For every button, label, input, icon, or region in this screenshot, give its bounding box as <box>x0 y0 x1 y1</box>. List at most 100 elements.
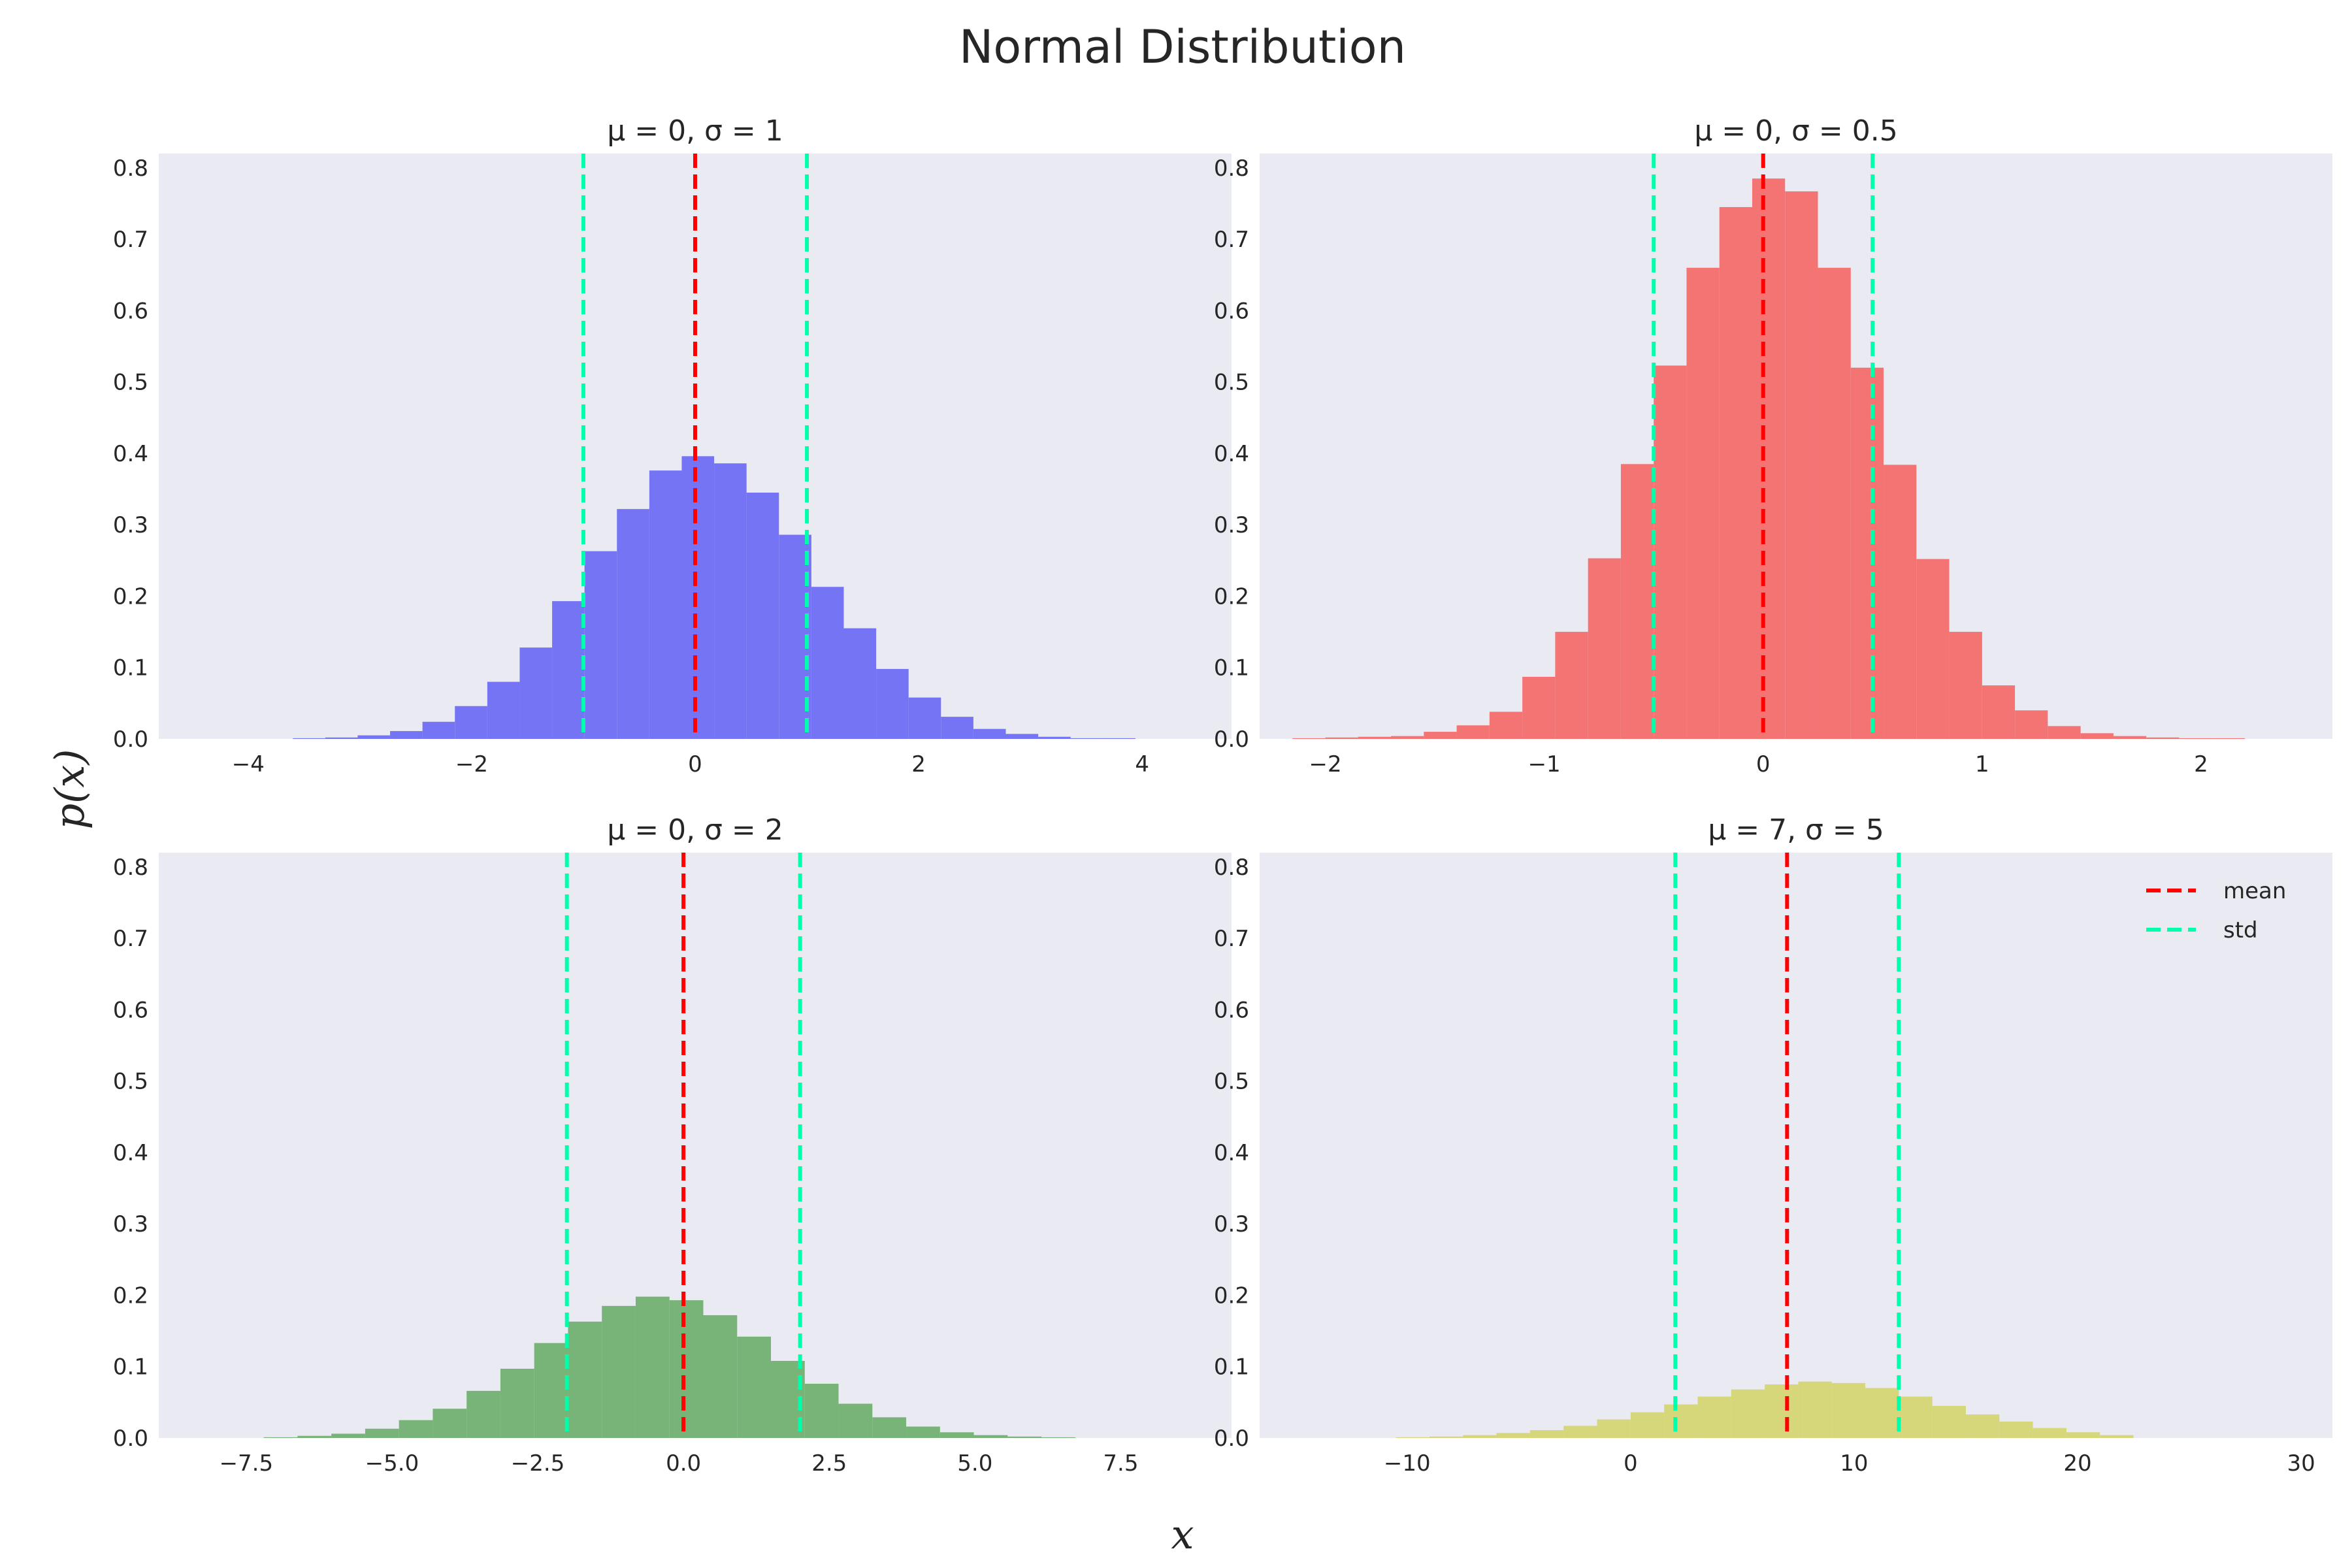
histogram-bar <box>1597 1419 1631 1438</box>
y-tick-label: 0.8 <box>113 155 148 182</box>
y-tick-label: 0.2 <box>113 583 148 610</box>
y-tick-label: 0.6 <box>1214 298 1249 324</box>
histogram-bar <box>872 1417 907 1438</box>
histogram-bar <box>1463 1435 1497 1438</box>
histogram-bar <box>433 1409 467 1438</box>
y-tick-label: 0.3 <box>113 1211 148 1237</box>
histogram-bar <box>941 717 973 739</box>
histogram-bar <box>669 1300 704 1438</box>
y-tick-label: 0.4 <box>113 441 148 467</box>
y-tick-label: 0.5 <box>113 1069 148 1095</box>
histogram-bar <box>1654 365 1687 739</box>
y-tick-label: 0.1 <box>1214 655 1249 681</box>
y-tick-label: 0.1 <box>113 655 148 681</box>
histogram-bar <box>1884 465 1917 739</box>
shared-y-axis-label: p(x) <box>46 749 93 829</box>
histogram-bar <box>681 456 715 739</box>
x-tick-label: 7.5 <box>1103 1450 1138 1477</box>
histogram-bar <box>1932 1405 1966 1438</box>
shared-x-axis-label: x <box>1171 1511 1194 1558</box>
histogram-bar <box>1292 738 1326 739</box>
histogram-bar <box>1496 1433 1530 1438</box>
histogram-bar <box>2146 737 2180 739</box>
x-tick-label: 4 <box>1135 751 1149 777</box>
subplot-title: μ = 7, σ = 5 <box>1708 813 1884 847</box>
y-tick-label: 0.4 <box>1214 441 1249 467</box>
y-tick-label: 0.2 <box>1214 583 1249 610</box>
x-tick-label: −4 <box>232 751 265 777</box>
histogram-bar <box>811 587 844 739</box>
x-tick-label: −2 <box>455 751 488 777</box>
histogram-bar <box>703 1315 738 1438</box>
y-tick-label: 0.8 <box>1214 155 1249 182</box>
x-tick-label: 10 <box>1840 1450 1868 1477</box>
histogram-bar <box>1719 206 1752 739</box>
histogram-bar <box>1798 1381 1832 1438</box>
x-tick-label: 2 <box>2194 751 2208 777</box>
histogram-bar <box>973 1435 1008 1438</box>
y-tick-label: 0.5 <box>113 370 148 396</box>
x-tick-label: −7.5 <box>220 1450 274 1477</box>
histogram-bar <box>1731 1389 1765 1438</box>
histogram-bar <box>331 1433 365 1438</box>
histogram-bars <box>1396 1381 2134 1438</box>
histogram-bar <box>1785 191 1818 739</box>
y-tick-label: 0.7 <box>1214 227 1249 253</box>
y-tick-label: 0.2 <box>1214 1282 1249 1309</box>
histogram-bar <box>1765 1384 1799 1438</box>
legend: mean std <box>2146 878 2286 943</box>
histogram-bars <box>1292 178 2245 740</box>
y-tick-label: 0.7 <box>113 926 148 952</box>
histogram-bar <box>2080 733 2114 739</box>
histogram-bar <box>908 697 941 739</box>
y-tick-label: 0.8 <box>1214 855 1249 881</box>
y-tick-label: 0.3 <box>1214 512 1249 538</box>
histogram-bar <box>357 735 391 739</box>
histogram-bar <box>487 681 520 739</box>
histogram-bar <box>1396 1437 1429 1438</box>
x-tick-label: 5.0 <box>957 1450 992 1477</box>
subplot-grid: 0.0 0.1 0.2 0.3 0.4 0.5 0.6 0.7 0.8 −4 −2 0 2 4 μ = 0,… <box>113 114 2332 1477</box>
histogram-bar <box>263 1437 298 1438</box>
histogram-bar <box>1070 738 1103 739</box>
histogram-bar <box>1982 685 2016 739</box>
y-tick-label: 0.0 <box>1214 727 1249 753</box>
histogram-bar <box>1563 1426 1597 1438</box>
subplot-2: 0.0 0.1 0.2 0.3 0.4 0.5 0.6 0.7 0.8 −2 −1 0 1 2 μ = 0,… <box>1214 114 2332 777</box>
histogram-bar <box>1865 1388 1899 1438</box>
histogram-bar <box>843 628 877 739</box>
histogram-bar <box>422 721 455 739</box>
histogram-bar <box>1588 558 1621 739</box>
histogram-bar <box>838 1403 873 1438</box>
histogram-bar <box>973 728 1006 739</box>
x-tick-label: −2.5 <box>511 1450 565 1477</box>
y-tick-label: 0.6 <box>1214 997 1249 1023</box>
y-tick-label: 0.3 <box>113 512 148 538</box>
x-tick-label: 0.0 <box>666 1450 701 1477</box>
y-tick-label: 0.0 <box>1214 1426 1249 1452</box>
histogram-bar <box>325 737 358 739</box>
y-tick-label: 0.3 <box>1214 1211 1249 1237</box>
subplot-title: μ = 0, σ = 2 <box>607 813 783 847</box>
y-tick-label: 0.6 <box>113 997 148 1023</box>
x-tick-label: −10 <box>1384 1450 1431 1477</box>
x-tick-label: 1 <box>1975 751 1989 777</box>
y-tick-label: 0.0 <box>113 1426 148 1452</box>
y-tick-label: 0.1 <box>1214 1354 1249 1380</box>
histogram-bar <box>568 1321 602 1438</box>
x-tick-label: −2 <box>1309 751 1341 777</box>
histogram-bar <box>2212 738 2245 739</box>
x-tick-label: 0 <box>688 751 702 777</box>
histogram-bar <box>939 1432 974 1438</box>
histogram-bar <box>804 1383 839 1438</box>
histogram-bar <box>1005 734 1039 739</box>
histogram-bar <box>1831 1382 1866 1438</box>
histogram-bar <box>1041 1437 1075 1438</box>
histogram-bar <box>1752 178 1786 739</box>
histogram-bar <box>1697 1396 1731 1438</box>
plot-area <box>1260 853 2332 1438</box>
histogram-bar <box>365 1428 399 1438</box>
histogram-bar <box>746 493 779 739</box>
histogram-bar <box>1391 736 1424 739</box>
histogram-bar <box>2015 710 2048 739</box>
